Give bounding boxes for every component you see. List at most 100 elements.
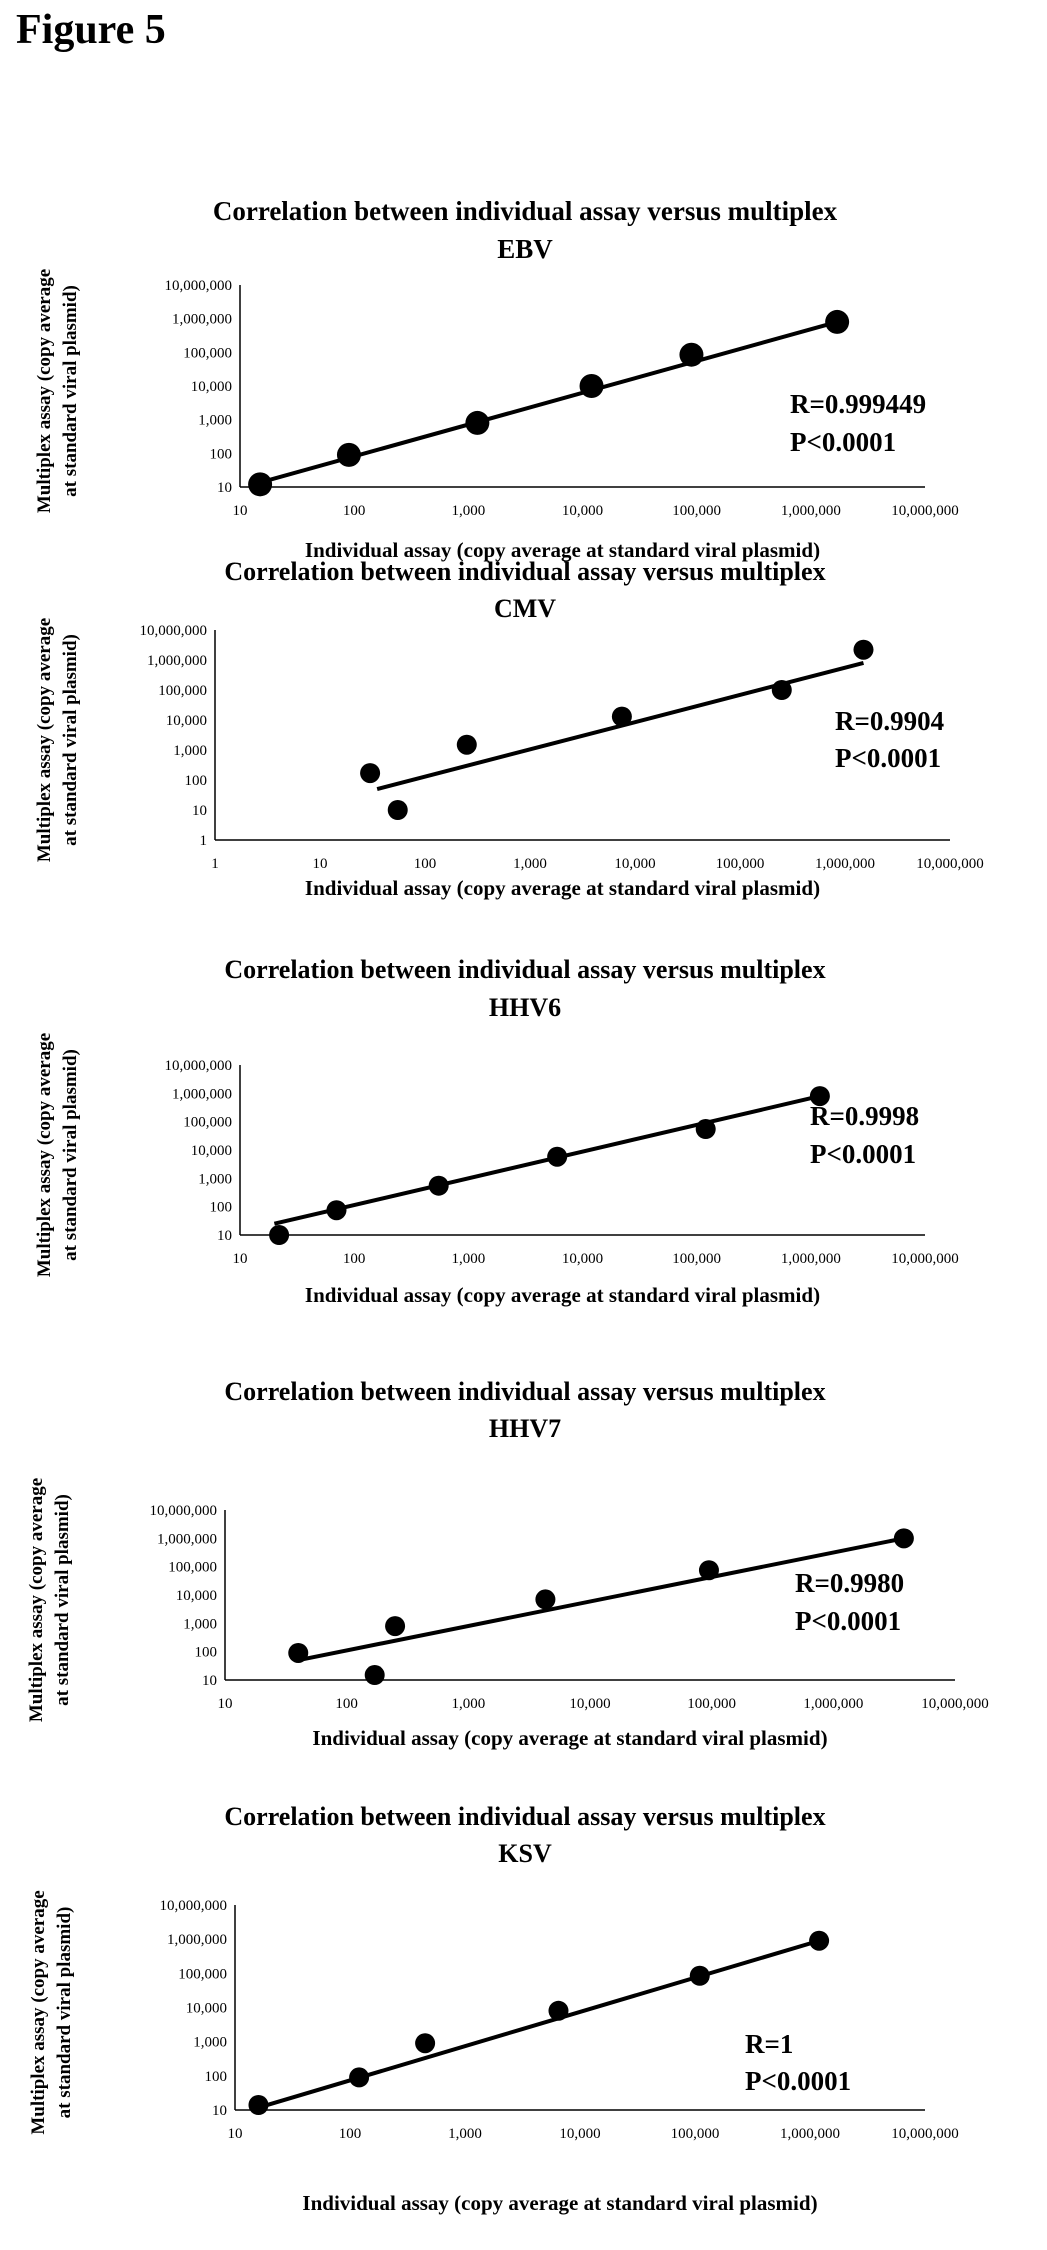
x-axis-label: Individual assay (copy average at standa… <box>305 538 820 562</box>
chart-subtitle: HHV6 <box>489 993 561 1022</box>
p-value-label: P<0.0001 <box>790 427 896 457</box>
y-tick-label: 1,000,000 <box>157 1531 217 1547</box>
y-tick-label: 10,000 <box>191 379 232 395</box>
y-tick-label: 10,000,000 <box>165 278 233 294</box>
x-tick-label: 10,000,000 <box>916 856 984 872</box>
data-point <box>579 374 604 398</box>
y-tick-label: 10,000 <box>191 1143 232 1159</box>
data-point <box>611 706 632 727</box>
x-tick-label: 1 <box>211 856 219 872</box>
x-tick-label: 10 <box>218 1696 233 1712</box>
y-axis-label-line2: at standard viral plasmid) <box>60 634 81 846</box>
chart-svg-hhv7: Correlation between individual assay ver… <box>26 1377 989 1750</box>
data-point <box>809 1086 830 1107</box>
data-point <box>415 2033 436 2054</box>
x-tick-label: 10 <box>228 2126 243 2142</box>
chart-title: Correlation between individual assay ver… <box>224 955 825 984</box>
y-tick-label: 10,000,000 <box>160 1898 228 1914</box>
chart-title: Correlation between individual assay ver… <box>224 1377 825 1406</box>
data-point <box>465 410 490 435</box>
y-tick-label: 100 <box>210 1200 233 1216</box>
y-tick-label: 1,000,000 <box>172 312 232 328</box>
data-point <box>288 1642 309 1663</box>
x-tick-label: 100 <box>339 2126 362 2142</box>
x-tick-label: 100,000 <box>672 503 721 519</box>
y-tick-label: 100 <box>205 2069 228 2085</box>
data-point <box>695 1119 716 1140</box>
x-tick-label: 10,000,000 <box>891 1251 959 1267</box>
x-tick-label: 100 <box>335 1696 358 1712</box>
chart-svg-hhv6: Correlation between individual assay ver… <box>34 955 959 1307</box>
r-value-label: R=0.9998 <box>810 1101 919 1131</box>
y-tick-label: 10 <box>202 1673 217 1689</box>
x-tick-label: 100,000 <box>671 2126 720 2142</box>
regression-line <box>254 1938 820 2111</box>
x-tick-label: 10,000 <box>562 1251 603 1267</box>
y-tick-label: 100,000 <box>183 1115 232 1131</box>
x-tick-label: 10 <box>313 856 328 872</box>
data-point <box>428 1175 449 1196</box>
data-point <box>535 1589 556 1610</box>
data-point <box>336 442 361 467</box>
chart-panel-hhv6: Correlation between individual assay ver… <box>0 950 1047 1360</box>
r-value-label: R=1 <box>745 2029 793 2059</box>
y-tick-label: 10,000,000 <box>165 1058 233 1074</box>
data-point <box>269 1225 290 1245</box>
y-tick-label: 100,000 <box>178 1966 227 1982</box>
chart-panel-hhv7: Correlation between individual assay ver… <box>0 1375 1047 1795</box>
y-tick-label: 1,000 <box>193 2035 227 2051</box>
y-axis-label-line1: Multiplex assay (copy average <box>34 269 55 513</box>
y-tick-label: 1,000 <box>183 1616 217 1632</box>
x-tick-label: 1,000 <box>448 2126 482 2142</box>
chart-panel-ebv: Correlation between individual assay ver… <box>0 95 1047 562</box>
y-axis-label-line1: Multiplex assay (copy average <box>34 1033 55 1277</box>
x-tick-label: 10,000,000 <box>891 2126 959 2142</box>
chart-subtitle: CMV <box>494 594 556 623</box>
chart-panel-ksv: Correlation between individual assay ver… <box>0 1800 1047 2245</box>
p-value-label: P<0.0001 <box>745 2066 851 2096</box>
x-tick-label: 1,000,000 <box>781 1251 841 1267</box>
y-tick-label: 1,000,000 <box>147 653 207 669</box>
r-value-label: R=0.9980 <box>795 1568 904 1598</box>
data-point <box>853 639 874 660</box>
data-point <box>698 1560 719 1581</box>
y-tick-label: 100 <box>195 1645 218 1661</box>
x-tick-label: 10,000 <box>614 856 655 872</box>
y-axis-label-line2: at standard viral plasmid) <box>52 1494 73 1706</box>
chart-title: Correlation between individual assay ver… <box>213 196 838 226</box>
data-point <box>547 1146 568 1167</box>
x-tick-label: 1,000 <box>513 856 547 872</box>
data-point <box>548 2000 569 2021</box>
data-point <box>385 1616 406 1637</box>
x-tick-label: 10,000,000 <box>891 503 959 519</box>
p-value-label: P<0.0001 <box>795 1606 901 1636</box>
x-tick-label: 100 <box>343 503 366 519</box>
chart-subtitle: KSV <box>498 1839 552 1868</box>
regression-line <box>248 320 838 488</box>
data-point <box>326 1200 347 1221</box>
y-axis-label-line2: at standard viral plasmid) <box>60 1049 81 1261</box>
y-tick-label: 1,000,000 <box>167 1932 227 1948</box>
x-tick-label: 1,000 <box>451 503 485 519</box>
r-value-label: R=0.999449 <box>790 389 926 419</box>
x-axis-label: Individual assay (copy average at standa… <box>302 2191 817 2215</box>
chart-subtitle: EBV <box>497 234 553 264</box>
data-point <box>893 1528 914 1549</box>
y-tick-label: 100,000 <box>158 683 207 699</box>
y-axis-label-line1: Multiplex assay (copy average <box>34 618 55 862</box>
data-point <box>825 309 850 334</box>
data-point <box>248 472 273 497</box>
y-tick-label: 10,000 <box>166 713 207 729</box>
x-tick-label: 100,000 <box>687 1696 736 1712</box>
data-point <box>387 800 408 820</box>
data-point <box>679 342 704 367</box>
data-point <box>809 1930 830 1951</box>
y-tick-label: 10,000 <box>176 1588 217 1604</box>
chart-title: Correlation between individual assay ver… <box>224 557 825 586</box>
x-tick-label: 1,000 <box>451 1696 485 1712</box>
data-point <box>689 1965 710 1986</box>
x-tick-label: 1,000,000 <box>815 856 875 872</box>
y-axis-label-line1: Multiplex assay (copy average <box>28 1890 49 2134</box>
y-tick-label: 10 <box>212 2103 227 2119</box>
y-tick-label: 1 <box>200 833 208 849</box>
